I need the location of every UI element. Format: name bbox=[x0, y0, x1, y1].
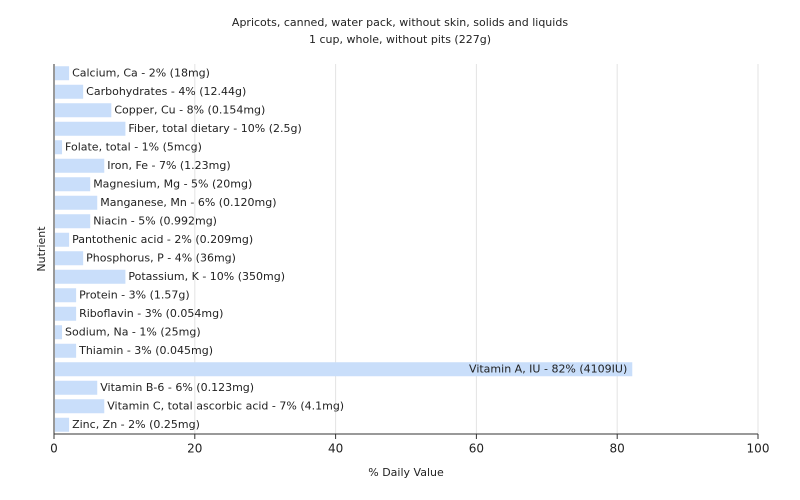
bar-label: Iron, Fe - 7% (1.23mg) bbox=[107, 159, 230, 172]
bar-label: Vitamin C, total ascorbic acid - 7% (4.1… bbox=[107, 399, 344, 412]
bar-label: Fiber, total dietary - 10% (2.5g) bbox=[128, 122, 301, 135]
x-tick-label: 80 bbox=[610, 442, 625, 456]
x-tick-label: 40 bbox=[328, 442, 343, 456]
bar bbox=[55, 214, 91, 229]
bar bbox=[55, 140, 63, 155]
x-tick-label: 0 bbox=[50, 442, 58, 456]
bar-label: Pantothenic acid - 2% (0.209mg) bbox=[72, 233, 253, 246]
bar bbox=[55, 251, 84, 266]
bar bbox=[55, 121, 126, 136]
bar bbox=[55, 103, 112, 118]
x-tick-label: 60 bbox=[469, 442, 484, 456]
bar bbox=[55, 232, 70, 247]
bar bbox=[55, 288, 77, 303]
bar-label: Riboflavin - 3% (0.054mg) bbox=[79, 307, 223, 320]
bar-label: Folate, total - 1% (5mcg) bbox=[65, 140, 202, 153]
bar bbox=[55, 380, 98, 395]
bar bbox=[55, 399, 105, 414]
bar-label: Potassium, K - 10% (350mg) bbox=[128, 270, 285, 283]
bar bbox=[55, 177, 91, 192]
bar bbox=[55, 66, 70, 81]
bar bbox=[55, 158, 105, 173]
bar-label: Sodium, Na - 1% (25mg) bbox=[65, 325, 201, 338]
bar-label: Zinc, Zn - 2% (0.25mg) bbox=[72, 418, 200, 431]
bar-label: Niacin - 5% (0.992mg) bbox=[93, 214, 217, 227]
bar-label: Protein - 3% (1.57g) bbox=[79, 288, 190, 301]
bar bbox=[55, 325, 63, 340]
bar bbox=[55, 269, 126, 284]
x-tick-label: 20 bbox=[187, 442, 202, 456]
bar bbox=[55, 306, 77, 321]
bar-label: Carbohydrates - 4% (12.44g) bbox=[86, 85, 246, 98]
bar-label: Magnesium, Mg - 5% (20mg) bbox=[93, 177, 252, 190]
x-axis-label: % Daily Value bbox=[368, 466, 444, 479]
bar bbox=[55, 195, 98, 210]
bar-label: Manganese, Mn - 6% (0.120mg) bbox=[100, 196, 276, 209]
bar bbox=[55, 417, 70, 432]
y-axis-label: Nutrient bbox=[35, 226, 48, 272]
bar-label: Copper, Cu - 8% (0.154mg) bbox=[114, 103, 265, 116]
bar bbox=[55, 343, 77, 358]
bar-label: Calcium, Ca - 2% (18mg) bbox=[72, 66, 210, 79]
bar-label: Phosphorus, P - 4% (36mg) bbox=[86, 251, 236, 264]
bar bbox=[55, 84, 84, 99]
chart-subtitle: 1 cup, whole, without pits (227g) bbox=[309, 33, 491, 46]
x-tick-label: 100 bbox=[747, 442, 770, 456]
bar-label: Vitamin B-6 - 6% (0.123mg) bbox=[100, 381, 254, 394]
bar-label: Vitamin A, IU - 82% (4109IU) bbox=[469, 362, 627, 375]
chart-title: Apricots, canned, water pack, without sk… bbox=[232, 16, 568, 29]
bar-label: Thiamin - 3% (0.045mg) bbox=[78, 344, 213, 357]
bar bbox=[55, 362, 633, 377]
